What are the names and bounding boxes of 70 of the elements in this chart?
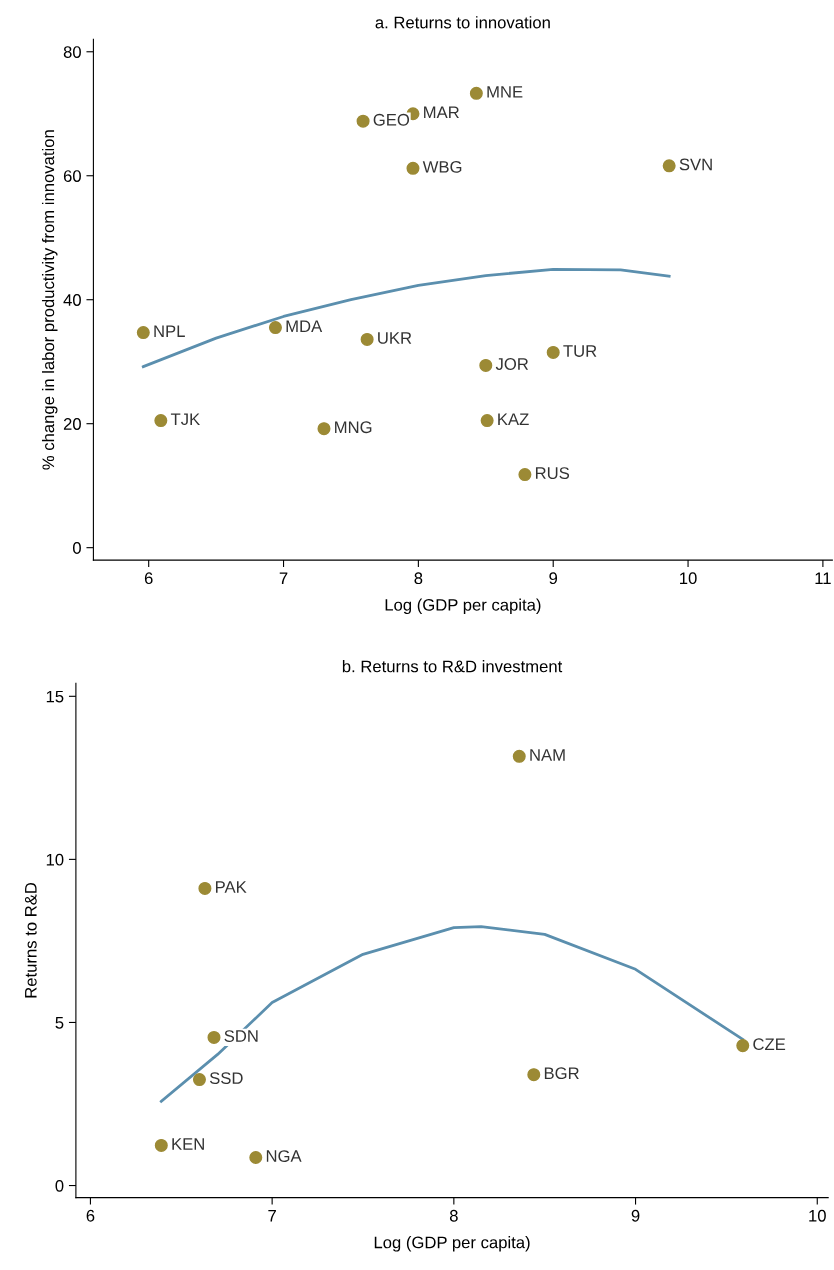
y-tick-label: 5 (55, 1017, 64, 1029)
x-tick-label: 10 (680, 572, 697, 585)
line-series (141, 267, 671, 369)
y-tick-label: 10 (46, 853, 64, 866)
annotation: TUR (563, 345, 597, 357)
y-axis-title: Returns to R&D (25, 882, 37, 998)
point (736, 1039, 750, 1053)
annotation: MNG (335, 421, 372, 434)
annotation: SSD (209, 1072, 243, 1085)
annotation: CZE (753, 1038, 786, 1051)
point (198, 881, 212, 895)
point (207, 1030, 221, 1044)
x-axis-title: Log (GDP per capita) (374, 1236, 530, 1252)
annotation: PAK (216, 881, 247, 893)
y-axis-title: % change in labor productivity from innovation (41, 130, 58, 470)
annotation: BGR (544, 1067, 579, 1080)
y-tick-label: 60 (63, 170, 81, 182)
x-tick-label: 7 (279, 572, 288, 584)
point (268, 321, 282, 335)
annotation: SVN (679, 158, 712, 171)
x-tick-label: 8 (449, 1209, 458, 1222)
x-tick-label: 9 (631, 1209, 640, 1222)
annotation: KAZ (498, 413, 529, 425)
annotation: MNE (487, 86, 523, 98)
x-tick-label: 11 (815, 572, 831, 584)
annotation: MAR (424, 106, 459, 119)
annotation: KEN (172, 1138, 204, 1150)
point (360, 332, 374, 346)
point (136, 326, 150, 340)
annotation: NPL (154, 325, 185, 337)
y-tick-label: 80 (63, 46, 81, 58)
annotation: UKR (378, 332, 412, 344)
point (546, 345, 560, 359)
y-tick-label: 40 (63, 294, 81, 306)
x-axis-title: Log (GDP per capita) (385, 598, 541, 615)
annotation: NGA (266, 1150, 302, 1162)
x-tick-label: 8 (414, 572, 423, 585)
point (518, 468, 532, 482)
point (512, 749, 526, 763)
annotation: JOR (495, 358, 529, 370)
x-tick-label: 6 (144, 572, 153, 585)
point (356, 114, 370, 128)
y-tick-label: 0 (55, 1179, 64, 1192)
point (192, 1073, 206, 1087)
y-tick-label: 15 (46, 690, 64, 703)
annotation: NAM (530, 749, 565, 761)
annotation: GEO (373, 113, 410, 126)
chart-title: b. Returns to R&D investment (342, 660, 563, 673)
point (480, 414, 494, 428)
point (662, 159, 676, 173)
x-tick-label: 6 (86, 1209, 95, 1222)
point (249, 1150, 263, 1164)
x-tick-label: 9 (549, 572, 558, 585)
point (154, 414, 168, 428)
point (527, 1068, 541, 1082)
chart-title: a. Returns to innovation (375, 16, 550, 29)
annotation: MDA (286, 320, 323, 332)
point (469, 86, 483, 100)
annotation: WBG (422, 160, 462, 173)
x-tick-label: 7 (268, 1210, 276, 1222)
y-tick-label: 20 (63, 418, 81, 430)
y-tick-label: 0 (72, 542, 81, 554)
annotation: RUS (535, 467, 570, 479)
annotation: TJK (170, 413, 200, 426)
x-tick-label: 10 (809, 1209, 826, 1222)
point (406, 161, 420, 175)
annotation: SDN (224, 1030, 258, 1042)
point (317, 422, 331, 436)
point (154, 1138, 168, 1152)
point (479, 358, 493, 372)
